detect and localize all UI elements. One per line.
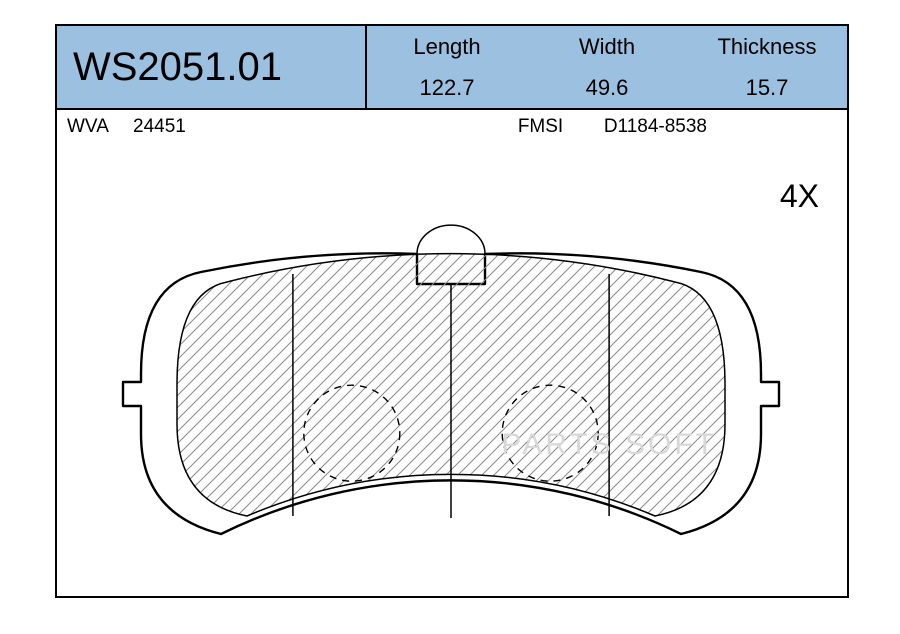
- fmsi-label: FMSI: [518, 116, 574, 138]
- header-row: WS2051.01 Length 122.7 Width 49.6 Thickn…: [57, 26, 847, 110]
- dim-thickness-label: Thickness: [717, 34, 816, 60]
- dimensions-area: Length 122.7 Width 49.6 Thickness 15.7: [367, 26, 847, 108]
- fmsi-value: D1184-8538: [604, 116, 707, 138]
- dim-length-value: 122.7: [419, 75, 474, 101]
- dim-thickness: Thickness 15.7: [687, 26, 847, 108]
- quantity-label: 4X: [780, 178, 819, 215]
- dim-width-label: Width: [579, 34, 635, 60]
- dim-length: Length 122.7: [367, 26, 527, 108]
- part-number: WS2051.01: [57, 26, 367, 108]
- codes-row: WVA 24451 FMSI D1184-8538: [57, 110, 847, 144]
- dim-width-value: 49.6: [586, 75, 629, 101]
- wva-label: WVA: [67, 116, 123, 138]
- page-root: WS2051.01 Length 122.7 Width 49.6 Thickn…: [0, 0, 900, 634]
- outer-frame: WS2051.01 Length 122.7 Width 49.6 Thickn…: [55, 24, 849, 598]
- dim-width: Width 49.6: [527, 26, 687, 108]
- dim-thickness-value: 15.7: [746, 75, 789, 101]
- brake-pad-diagram: [97, 212, 805, 576]
- brake-pad-svg: [97, 212, 805, 576]
- wva-value: 24451: [133, 116, 186, 138]
- dim-length-label: Length: [413, 34, 480, 60]
